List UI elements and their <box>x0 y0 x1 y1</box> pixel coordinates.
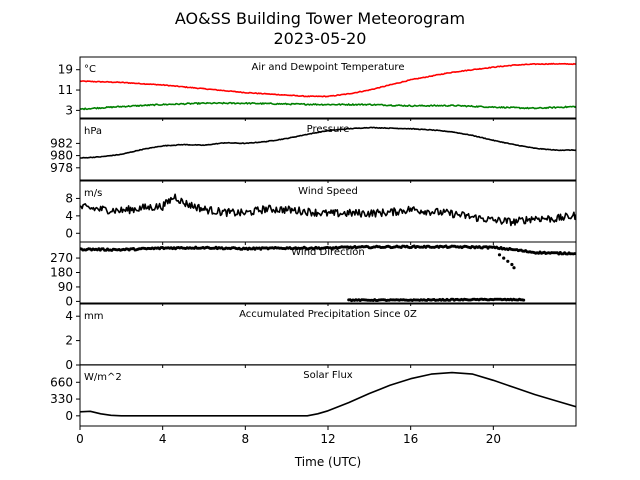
y-tick-label: 8 <box>65 191 73 205</box>
y-tick-label: 980 <box>50 149 73 163</box>
panel-plot-area <box>80 193 576 227</box>
series-line-2 <box>80 101 576 111</box>
series-line-1 <box>80 126 576 159</box>
panel-plot-area <box>80 62 576 111</box>
y-tick-label: 0 <box>65 226 73 240</box>
panel-title: Pressure <box>307 124 350 135</box>
y-tick-label: 2 <box>65 334 73 348</box>
y-tick-label: 330 <box>50 392 73 406</box>
data-point <box>502 256 506 260</box>
panel-title: Air and Dewpoint Temperature <box>252 62 405 73</box>
panel-title: Wind Speed <box>298 186 358 197</box>
y-tick-label: 0 <box>65 358 73 372</box>
y-tick-label: 978 <box>50 161 73 175</box>
x-tick-label: 20 <box>486 432 501 446</box>
series-line-1 <box>80 193 576 227</box>
x-tick-label: 4 <box>159 432 167 446</box>
figure-date: 2023-05-20 <box>274 29 367 48</box>
data-point <box>522 298 526 302</box>
panel-title: Solar Flux <box>303 370 353 381</box>
data-point <box>573 252 576 256</box>
panels: Air and Dewpoint Temperature °C 3 11 19 Press… <box>50 56 577 427</box>
x-tick-label: 12 <box>320 432 335 446</box>
series-line-1 <box>80 62 576 98</box>
x-axis-label: Time (UTC) <box>294 455 361 469</box>
x-tick-label: 16 <box>403 432 418 446</box>
x-axis: 0 4 8 12 16 20 <box>76 426 501 446</box>
x-tick-label: 8 <box>242 432 250 446</box>
panel-plot-area <box>80 244 576 303</box>
y-tick-label: 180 <box>50 266 73 280</box>
panel-3: Wind Speed m/s 0 4 8 <box>65 180 577 245</box>
panel-unit: W/m^2 <box>84 372 122 383</box>
data-point <box>512 266 516 270</box>
y-tick-label: 982 <box>50 136 73 150</box>
panel-unit: hPa <box>84 126 102 137</box>
y-tick-label: 660 <box>50 375 73 389</box>
panel-title: Accumulated Precipitation Since 0Z <box>239 309 417 320</box>
data-point <box>497 253 502 257</box>
y-tick-label: 19 <box>58 63 73 77</box>
data-point <box>510 262 514 267</box>
y-tick-label: 4 <box>65 309 73 323</box>
panel-unit: °C <box>84 64 96 75</box>
y-tick-label: 0 <box>65 409 73 423</box>
panel-plot-area <box>80 126 576 159</box>
panel-1: Air and Dewpoint Temperature °C 3 11 19 <box>58 56 577 121</box>
y-tick-label: 3 <box>65 103 73 117</box>
panel-6: Solar Flux W/m^2 0 330 660 <box>50 364 577 427</box>
panel-title: Wind Direction <box>291 247 365 258</box>
series-line-1 <box>80 371 576 417</box>
panel-plot-area <box>80 371 576 417</box>
figure-title: AO&SS Building Tower Meteorogram <box>175 9 465 28</box>
y-tick-label: 270 <box>50 251 73 265</box>
y-tick-label: 11 <box>58 83 73 97</box>
y-tick-label: 4 <box>65 209 73 223</box>
y-tick-label: 0 <box>65 294 73 308</box>
panel-unit: mm <box>84 311 103 322</box>
y-tick-label: 90 <box>58 280 73 294</box>
data-point <box>506 259 510 263</box>
panel-unit: m/s <box>84 188 102 199</box>
x-tick-label: 0 <box>76 432 84 446</box>
panel-5: Accumulated Precipitation Since 0Z mm 0 2 4 <box>65 303 577 372</box>
